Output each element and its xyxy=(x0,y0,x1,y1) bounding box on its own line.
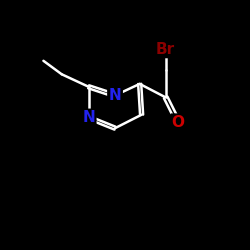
Text: O: O xyxy=(172,115,185,130)
Text: N: N xyxy=(82,110,95,125)
Text: Br: Br xyxy=(156,42,175,57)
Text: N: N xyxy=(109,88,122,103)
